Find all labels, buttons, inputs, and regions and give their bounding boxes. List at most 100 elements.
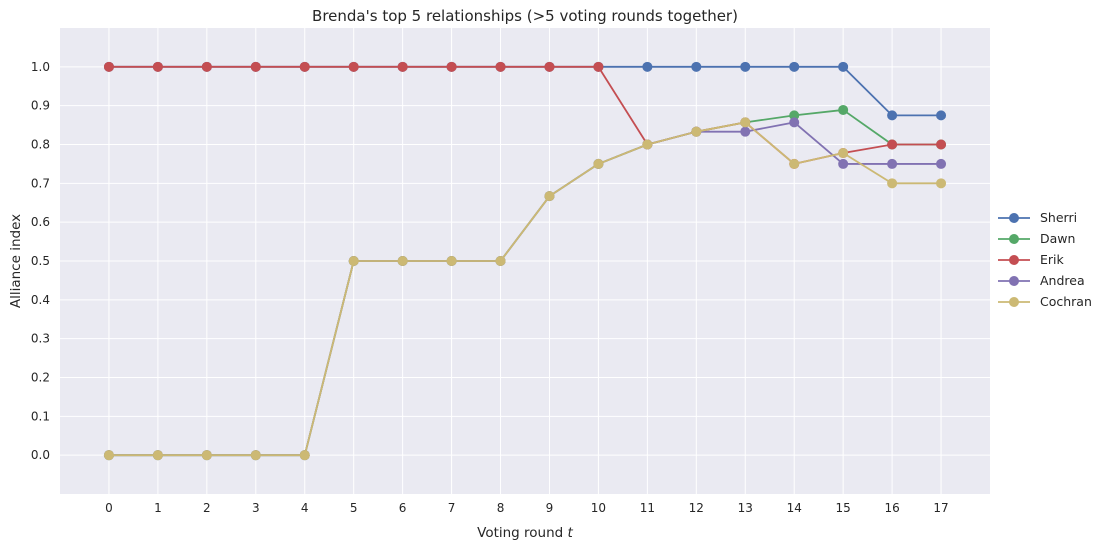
y-tick-label: 0.4 xyxy=(31,293,50,307)
x-tick-label: 11 xyxy=(640,501,655,515)
legend-label-cochran: Cochran xyxy=(1040,294,1092,309)
data-point-cochran xyxy=(593,158,604,169)
data-point-andrea xyxy=(936,158,947,169)
y-tick-labels: 0.0 0.1 0.2 0.3 0.4 0.5 0.6 0.7 0.8 0.9 1.0 xyxy=(31,60,50,462)
data-point-erik xyxy=(103,61,114,72)
x-tick-label: 7 xyxy=(448,501,456,515)
y-tick-label: 0.2 xyxy=(31,371,50,385)
y-tick-label: 0.3 xyxy=(31,332,50,346)
y-tick-label: 0.1 xyxy=(31,409,50,423)
data-point-erik xyxy=(887,139,898,150)
data-point-cochran xyxy=(152,450,163,461)
data-point-sherri xyxy=(936,110,947,121)
data-point-cochran xyxy=(103,450,114,461)
data-point-erik xyxy=(593,61,604,72)
y-tick-label: 0.9 xyxy=(31,99,50,113)
x-tick-label: 13 xyxy=(738,501,753,515)
x-tick-label: 1 xyxy=(154,501,162,515)
x-axis-label-text: Voting round xyxy=(477,525,563,541)
data-point-andrea xyxy=(838,158,849,169)
legend-item-dawn: Dawn xyxy=(998,231,1075,246)
data-point-cochran xyxy=(887,178,898,189)
data-point-sherri xyxy=(887,110,898,121)
x-axis-label-variable: t xyxy=(568,525,574,541)
x-tick-label: 10 xyxy=(591,501,606,515)
chart-title: Brenda's top 5 relationships (>5 voting … xyxy=(312,7,738,25)
y-axis-label: Alliance index xyxy=(8,214,24,308)
y-tick-label: 0.7 xyxy=(31,176,50,190)
legend-marker-cochran xyxy=(1009,297,1019,307)
data-point-andrea xyxy=(887,158,898,169)
data-point-sherri xyxy=(642,61,653,72)
legend-marker-dawn xyxy=(1009,234,1019,244)
data-point-cochran xyxy=(495,256,506,266)
data-point-erik xyxy=(397,61,408,72)
data-point-erik xyxy=(201,61,212,72)
data-point-erik xyxy=(544,61,555,72)
data-point-cochran xyxy=(642,139,653,150)
legend-marker-andrea xyxy=(1009,276,1019,286)
legend-label-dawn: Dawn xyxy=(1040,231,1075,246)
x-tick-label: 0 xyxy=(105,501,113,515)
x-tick-label: 15 xyxy=(836,501,851,515)
data-point-cochran xyxy=(446,256,457,266)
data-point-sherri xyxy=(789,61,800,72)
data-point-cochran xyxy=(838,148,849,159)
data-point-cochran xyxy=(397,256,408,266)
legend-label-andrea: Andrea xyxy=(1040,273,1085,288)
x-tick-label: 16 xyxy=(884,501,899,515)
data-point-erik xyxy=(250,61,261,72)
data-point-cochran xyxy=(936,178,947,189)
legend-item-erik: Erik xyxy=(998,252,1065,267)
x-tick-label: 8 xyxy=(497,501,505,515)
series-cochran xyxy=(103,117,947,461)
data-point-erik xyxy=(936,139,947,150)
data-point-sherri xyxy=(838,61,849,72)
x-tick-label: 5 xyxy=(350,501,358,515)
data-point-erik xyxy=(495,61,506,72)
legend: Sherri Dawn Erik Andrea Cochran xyxy=(998,210,1092,309)
data-point-cochran xyxy=(250,450,261,461)
data-point-sherri xyxy=(740,61,751,72)
series-layer xyxy=(103,61,947,461)
legend-marker-sherri xyxy=(1009,213,1019,223)
grid xyxy=(60,28,990,494)
x-tick-label: 14 xyxy=(787,501,802,515)
y-tick-label: 1.0 xyxy=(31,60,50,74)
legend-item-andrea: Andrea xyxy=(998,273,1085,288)
data-point-andrea xyxy=(789,117,800,128)
legend-item-cochran: Cochran xyxy=(998,294,1092,309)
x-tick-label: 6 xyxy=(399,501,407,515)
data-point-cochran xyxy=(299,450,310,461)
data-point-dawn xyxy=(789,110,800,121)
y-tick-label: 0.5 xyxy=(31,254,50,268)
x-axis-label: Voting round t xyxy=(477,525,573,541)
y-tick-label: 0.0 xyxy=(31,448,50,462)
legend-item-sherri: Sherri xyxy=(998,210,1077,225)
legend-marker-erik xyxy=(1009,255,1019,265)
x-tick-label: 9 xyxy=(546,501,554,515)
series-line-cochran xyxy=(108,121,942,457)
data-point-cochran xyxy=(348,256,359,266)
legend-label-sherri: Sherri xyxy=(1040,210,1077,225)
x-tick-label: 2 xyxy=(203,501,211,515)
data-point-erik xyxy=(446,61,457,72)
x-tick-label: 3 xyxy=(252,501,260,515)
y-tick-label: 0.8 xyxy=(31,138,50,152)
x-tick-label: 17 xyxy=(933,501,948,515)
legend-label-erik: Erik xyxy=(1040,252,1065,267)
data-point-cochran xyxy=(691,126,702,137)
data-point-cochran xyxy=(740,117,751,128)
data-point-cochran xyxy=(544,191,555,202)
data-point-cochran xyxy=(201,450,212,461)
data-point-cochran xyxy=(789,158,800,169)
data-point-andrea xyxy=(740,126,751,137)
x-tick-label: 12 xyxy=(689,501,704,515)
data-point-erik xyxy=(152,61,163,72)
x-tick-label: 4 xyxy=(301,501,309,515)
data-point-sherri xyxy=(691,61,702,72)
data-point-erik xyxy=(348,61,359,72)
y-tick-label: 0.6 xyxy=(31,215,50,229)
data-point-erik xyxy=(299,61,310,72)
